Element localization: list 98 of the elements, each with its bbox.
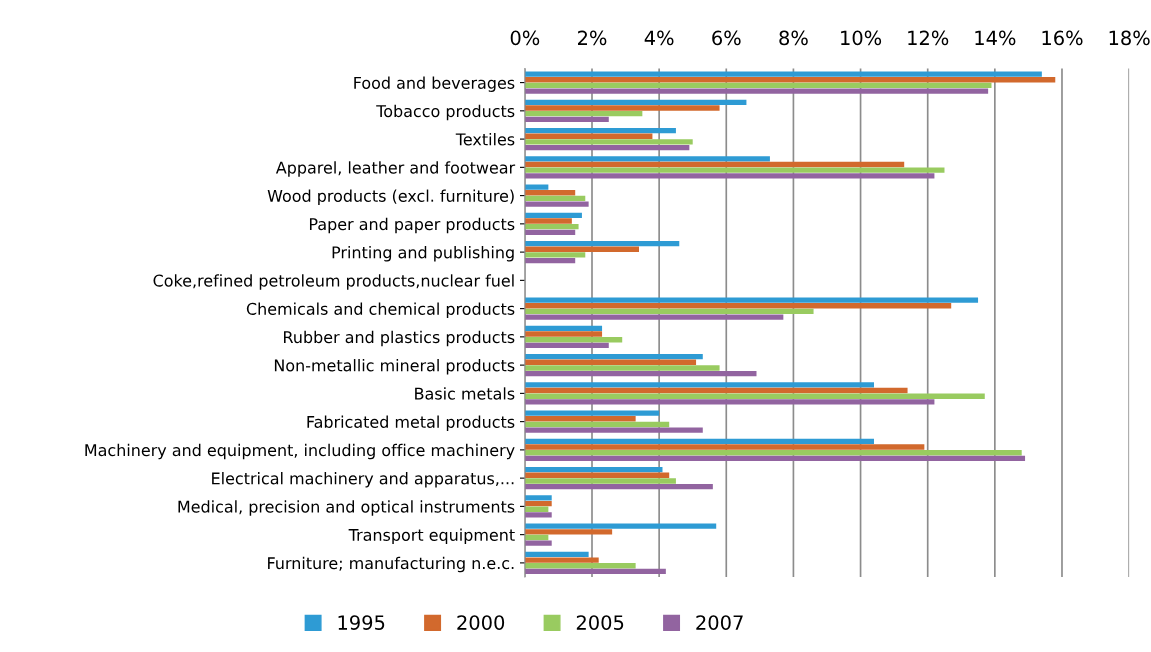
bar <box>524 144 690 151</box>
bar <box>524 173 935 179</box>
bar <box>524 127 676 134</box>
x-tick-label: 8% <box>779 30 808 46</box>
bar <box>524 353 703 360</box>
bar <box>524 139 693 145</box>
bar <box>524 387 908 394</box>
y-tick-label: Printing and publishing <box>332 246 514 262</box>
bar <box>524 82 992 89</box>
legend-label: 2005 <box>576 615 624 630</box>
bar <box>524 257 576 264</box>
bar <box>524 382 874 388</box>
bar <box>524 512 552 518</box>
bar <box>524 88 989 94</box>
bar <box>524 416 636 422</box>
bar <box>524 529 613 535</box>
bar <box>524 421 670 428</box>
y-tick-label: Transport equipment <box>348 528 515 545</box>
bar <box>524 455 1026 462</box>
bar <box>524 105 720 111</box>
bar <box>524 410 660 416</box>
bar <box>524 229 576 236</box>
x-tick-label: 4% <box>644 30 674 46</box>
bar <box>524 314 784 320</box>
bar <box>524 201 589 207</box>
bar <box>524 568 666 575</box>
bar <box>524 342 609 349</box>
bar <box>524 472 670 478</box>
bar <box>524 557 599 563</box>
x-tick-label: 16% <box>1042 30 1083 46</box>
y-tick-label: Machinery and equipment, including office machinery <box>85 443 515 460</box>
y-tick-label: Fabricated metal products <box>307 415 515 432</box>
bar <box>524 116 609 122</box>
bar <box>524 427 703 433</box>
bar <box>524 393 985 399</box>
legend-label: 2000 <box>457 615 505 630</box>
bar <box>524 551 589 558</box>
bar <box>524 337 623 343</box>
y-tick-label: Rubber and plastics products <box>284 330 515 347</box>
bar <box>524 540 552 546</box>
y-tick-label: Electrical machinery and apparatus,... <box>212 472 514 488</box>
bar <box>524 218 572 224</box>
x-tick-label: 14% <box>975 30 1016 46</box>
bar <box>524 370 757 377</box>
bar <box>524 399 935 405</box>
y-tick-label: Paper and paper products <box>309 217 515 234</box>
y-tick-label: Tobacco products <box>376 104 515 121</box>
bar <box>524 167 945 173</box>
bar <box>524 223 579 230</box>
bar <box>524 240 680 247</box>
bar <box>524 450 1022 456</box>
bar <box>524 438 874 445</box>
bar <box>524 212 582 219</box>
bar <box>524 252 586 258</box>
bar <box>524 110 643 117</box>
bar <box>524 303 952 309</box>
bar <box>524 77 1056 83</box>
bar <box>524 359 697 365</box>
y-tick-label: Non-metallic mineral products <box>274 359 515 375</box>
legend-label: 1995 <box>338 615 385 630</box>
bar <box>524 325 603 332</box>
y-tick-label: Apparel, leather and footwear <box>275 161 516 177</box>
bar <box>524 466 663 473</box>
bar <box>524 156 770 162</box>
bar <box>524 478 676 484</box>
y-tick-label: Textiles <box>455 133 515 146</box>
bar <box>524 161 905 168</box>
y-tick-label: Wood products (excl. furniture) <box>267 189 514 205</box>
bar <box>524 184 549 190</box>
x-tick-label: 0% <box>510 30 540 46</box>
legend-label: 2007 <box>696 615 743 630</box>
bar <box>524 133 653 139</box>
bar <box>524 444 925 450</box>
bar <box>524 563 636 569</box>
y-tick-label: Basic metals <box>415 387 515 400</box>
bar <box>524 331 603 337</box>
x-tick-label: 10% <box>841 30 882 46</box>
x-tick-label: 6% <box>712 30 741 46</box>
y-tick-label: Medical, precision and optical instruments <box>178 500 515 516</box>
bar <box>524 308 814 315</box>
bar <box>524 483 713 490</box>
bar <box>524 500 552 507</box>
y-tick-label: Chemicals and chemical products <box>246 302 515 318</box>
bar <box>524 523 717 529</box>
bar <box>524 190 576 196</box>
bar <box>524 495 552 501</box>
x-tick-label: 18% <box>1109 30 1150 46</box>
bar <box>524 71 1042 77</box>
y-tick-label: Coke,refined petroleum products,nuclear fuel <box>153 274 514 290</box>
bar <box>524 365 720 371</box>
x-tick-label: 2% <box>578 30 607 46</box>
y-tick-label: Furniture; manufacturing n.e.c. <box>268 556 514 573</box>
bar <box>524 99 747 106</box>
bar <box>524 195 586 202</box>
bar <box>524 297 979 303</box>
y-tick-label: Food and beverages <box>354 76 515 92</box>
bar <box>524 246 639 252</box>
x-tick-label: 12% <box>908 30 949 46</box>
